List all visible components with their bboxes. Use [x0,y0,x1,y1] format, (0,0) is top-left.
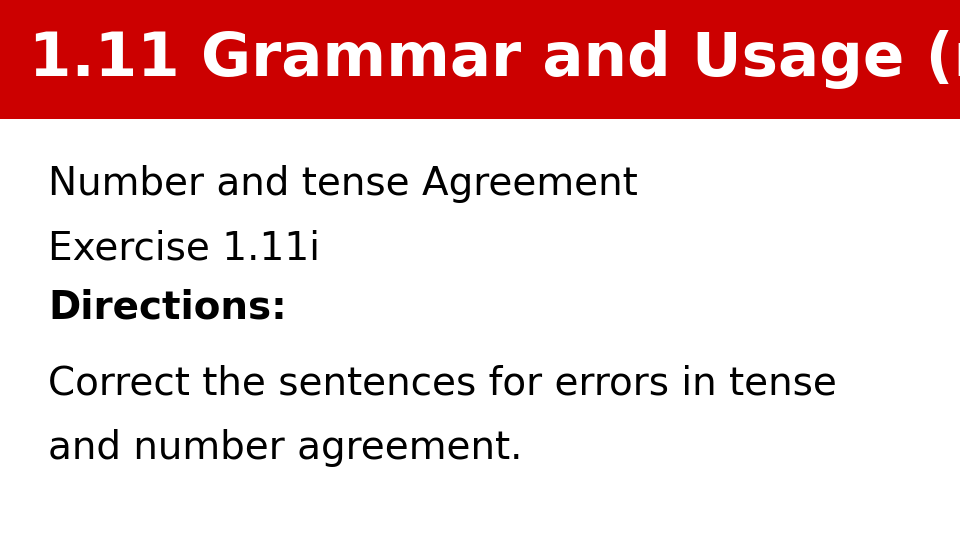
Text: Exercise 1.11i: Exercise 1.11i [48,230,320,267]
Bar [0,0,960,119]
Text: Number and tense Agreement: Number and tense Agreement [48,165,637,202]
Text: Directions:: Directions: [48,289,287,327]
Text: and number agreement.: and number agreement. [48,429,522,467]
Text: 1.11 Grammar and Usage (ref. p. 44): 1.11 Grammar and Usage (ref. p. 44) [29,30,960,89]
Text: Correct the sentences for errors in tense: Correct the sentences for errors in tens… [48,364,837,402]
